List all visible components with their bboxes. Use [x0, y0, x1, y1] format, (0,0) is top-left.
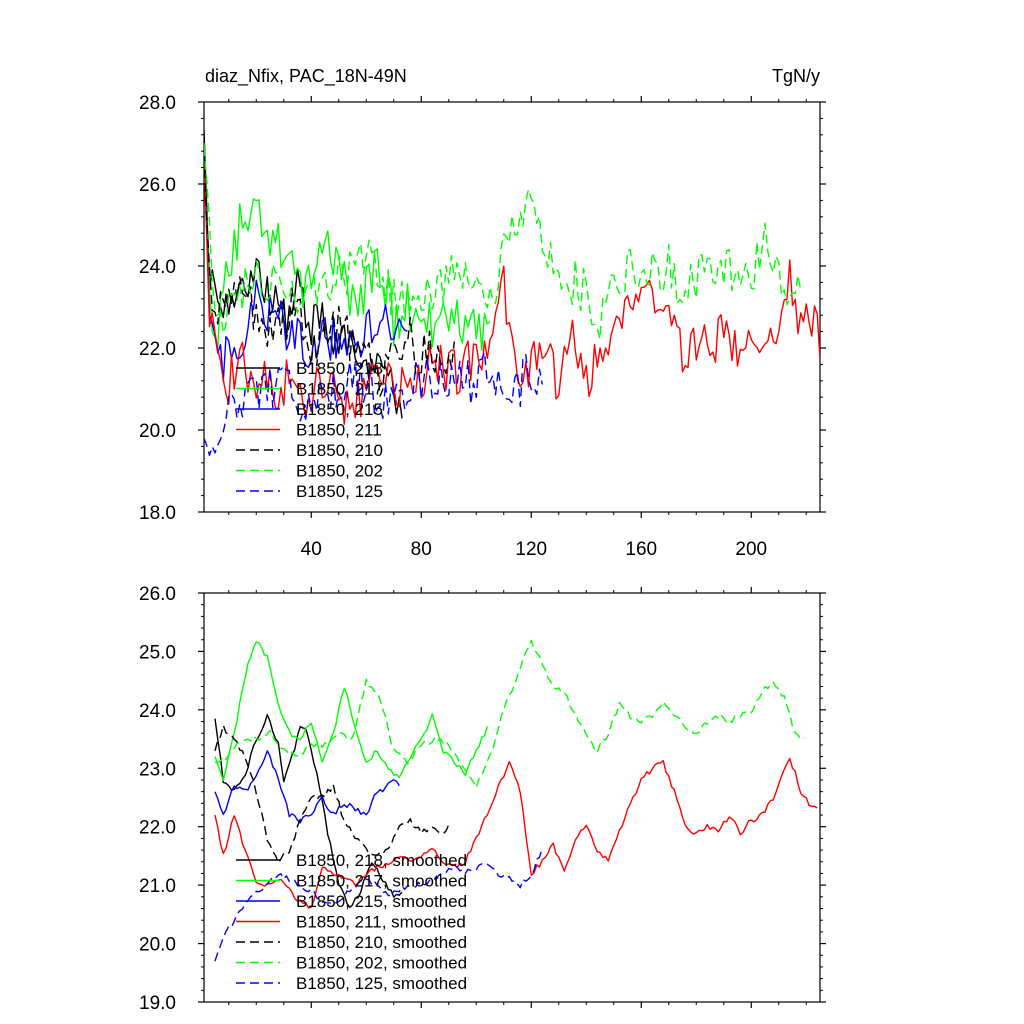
legend-label: B1850, 217, smoothed [296, 872, 467, 891]
series-line [214, 639, 804, 789]
series-group [214, 639, 818, 962]
chart-title-left: diaz_Nfix, PAC_18N-49N [205, 66, 407, 87]
x-tick-label: 80 [411, 539, 432, 560]
x-tick-label: 40 [301, 539, 322, 560]
legend-label: B1850, 215 [296, 400, 383, 419]
series-line [204, 351, 543, 456]
legend-label: B1850, 202 [296, 462, 383, 481]
plot-frame [203, 101, 821, 513]
series-line [214, 847, 543, 962]
series-line [204, 163, 820, 425]
series-line [204, 155, 455, 397]
y-tick-label: 20.0 [139, 935, 176, 956]
legend-label: B1850, 125, smoothed [296, 974, 467, 993]
y-tick-label: 23.0 [139, 759, 176, 780]
series-line [204, 151, 408, 382]
y-tick-label: 26.0 [139, 175, 176, 196]
legend-label: B1850, 125 [296, 482, 383, 501]
series-line [214, 641, 488, 782]
series-line [204, 142, 491, 351]
x-tick-label: 120 [515, 539, 547, 560]
y-tick-label: 21.0 [139, 876, 176, 897]
series-line [214, 750, 400, 824]
legend-label: B1850, 202, smoothed [296, 954, 467, 973]
series-line [204, 147, 802, 340]
legend-label: B1850, 218 [296, 359, 383, 378]
legend-label: B1850, 215, smoothed [296, 892, 467, 911]
plot-frame [203, 592, 821, 1003]
y-tick-label: 28.0 [139, 93, 176, 114]
x-tick-label: 200 [735, 539, 767, 560]
y-tick-label: 18.0 [139, 503, 176, 524]
series-line [214, 714, 403, 909]
x-tick-label: 160 [625, 539, 657, 560]
y-tick-label: 24.0 [139, 257, 176, 278]
chart-title-right: TgN/y [772, 66, 820, 86]
y-tick-label: 26.0 [139, 584, 176, 605]
y-tick-label: 22.0 [139, 339, 176, 360]
legend-label: B1850, 218, smoothed [296, 851, 467, 870]
legend-label: B1850, 211 [296, 421, 382, 440]
legend-label: B1850, 210, smoothed [296, 933, 467, 952]
y-tick-label: 20.0 [139, 421, 176, 442]
y-tick-label: 19.0 [139, 993, 176, 1014]
legend-label: B1850, 211, smoothed [296, 913, 466, 932]
top-panel: 18.0 20.0 22.0 24.0 26.0 28.0 40 80 120 160 200 B18… [139, 93, 826, 560]
series-group [204, 130, 820, 456]
bottom-panel: 19.0 20.0 21.0 22.0 23.0 24.0 25.0 26.0 B1850, 2… [139, 584, 826, 1014]
y-tick-label: 22.0 [139, 818, 176, 839]
series-line [214, 724, 450, 864]
y-tick-label: 25.0 [139, 642, 176, 663]
y-tick-label: 24.0 [139, 701, 176, 722]
legend-label: B1850, 210 [296, 441, 383, 460]
legend-label: B1850, 217 [296, 380, 383, 399]
